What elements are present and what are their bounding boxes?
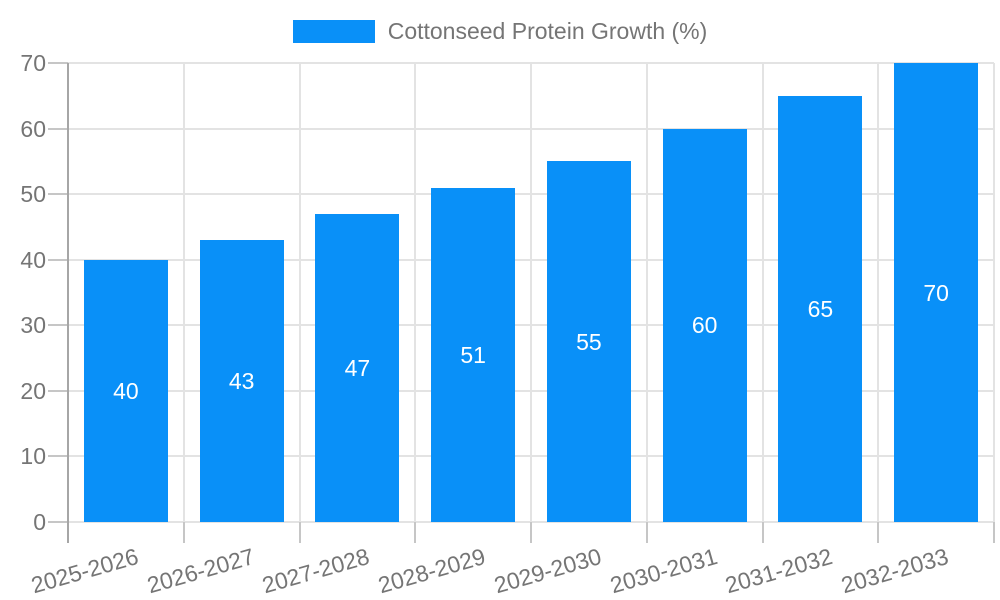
y-axis-line bbox=[67, 63, 69, 543]
bar-2031-2032 bbox=[778, 95, 863, 522]
x-axis-label-2031-2032: 2031-2032 bbox=[722, 543, 836, 599]
gridline-x-6 bbox=[761, 63, 764, 522]
gridline-x-2 bbox=[298, 63, 301, 522]
legend-label: Cottonseed Protein Growth (%) bbox=[387, 18, 708, 44]
x-tick-1 bbox=[182, 522, 185, 543]
y-axis-label-0: 0 bbox=[33, 509, 46, 535]
legend: Cottonseed Protein Growth (%) bbox=[0, 19, 1000, 44]
bar-2029-2030 bbox=[546, 161, 631, 522]
bar-2032-2033 bbox=[894, 63, 979, 522]
x-tick-8 bbox=[993, 522, 995, 543]
bar-2028-2029 bbox=[431, 187, 516, 522]
y-axis-label-50: 50 bbox=[20, 181, 46, 208]
x-axis-label-2026-2027: 2026-2027 bbox=[143, 543, 257, 599]
bar-2026-2027 bbox=[199, 240, 284, 522]
bar-value-label-2027-2028: 47 bbox=[344, 354, 371, 381]
legend-swatch bbox=[292, 20, 375, 43]
y-tick-60 bbox=[48, 127, 68, 130]
x-tick-3 bbox=[414, 522, 417, 543]
bar-value-label-2029-2030: 55 bbox=[576, 328, 602, 355]
gridline-x-7 bbox=[877, 63, 880, 522]
x-tick-4 bbox=[530, 522, 532, 543]
x-tick-6 bbox=[761, 522, 764, 543]
x-axis-label-2028-2029: 2028-2029 bbox=[375, 543, 489, 599]
bar-2025-2026 bbox=[83, 259, 168, 522]
gridline-x-4 bbox=[530, 63, 532, 522]
bar-value-label-2026-2027: 43 bbox=[228, 368, 255, 395]
bar-2030-2031 bbox=[662, 128, 747, 522]
bar-value-label-2030-2031: 60 bbox=[691, 312, 718, 339]
bar-value-label-2032-2033: 70 bbox=[923, 279, 949, 306]
y-tick-40 bbox=[48, 258, 68, 261]
x-tick-7 bbox=[877, 522, 880, 543]
y-axis-label-60: 60 bbox=[20, 115, 46, 142]
bar-value-label-2028-2029: 51 bbox=[460, 341, 486, 368]
x-tick-2 bbox=[298, 522, 301, 543]
gridline-x-3 bbox=[414, 63, 417, 522]
y-tick-20 bbox=[48, 389, 68, 392]
y-tick-0 bbox=[48, 521, 68, 523]
bar-2027-2028 bbox=[315, 213, 400, 522]
y-axis-label-10: 10 bbox=[20, 443, 46, 470]
bar-value-label-2025-2026: 40 bbox=[113, 377, 139, 404]
y-tick-70 bbox=[48, 62, 68, 64]
y-tick-50 bbox=[48, 193, 68, 196]
y-axis-label-70: 70 bbox=[20, 50, 46, 76]
y-axis-label-20: 20 bbox=[20, 377, 46, 404]
gridline-x-8 bbox=[993, 63, 995, 522]
y-axis-label-30: 30 bbox=[20, 312, 46, 339]
plot-area: 0 10 20 30 40 50 60 70 40 2025-2026 43 2026-2027 47 2… bbox=[20, 50, 995, 598]
y-tick-10 bbox=[48, 455, 68, 458]
gridline-x-5 bbox=[645, 63, 648, 522]
y-tick-30 bbox=[48, 324, 68, 327]
x-tick-5 bbox=[645, 522, 648, 543]
bar-value-label-2031-2032: 65 bbox=[807, 295, 834, 322]
x-axis-label-2029-2030: 2029-2030 bbox=[491, 543, 605, 599]
x-axis-label-2030-2031: 2030-2031 bbox=[606, 543, 720, 599]
x-axis-label-2032-2033: 2032-2033 bbox=[838, 543, 952, 599]
y-axis-label-40: 40 bbox=[20, 246, 46, 273]
x-axis-label-2027-2028: 2027-2028 bbox=[259, 543, 373, 599]
gridline-x-1 bbox=[182, 63, 185, 522]
x-axis-label-2025-2026: 2025-2026 bbox=[28, 543, 142, 599]
